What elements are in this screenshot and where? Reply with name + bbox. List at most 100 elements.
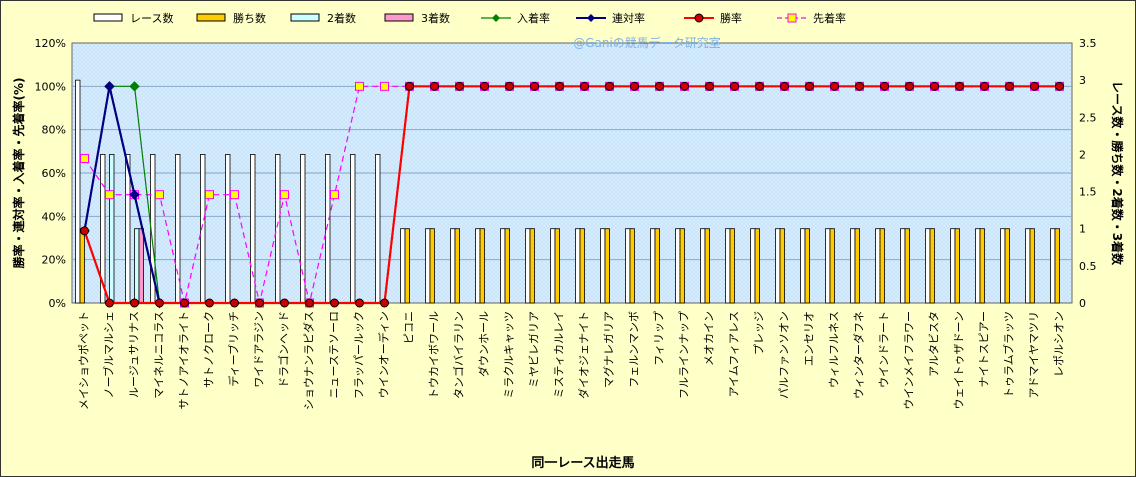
x-tick-label: ミスティカルレイ bbox=[553, 311, 566, 398]
marker-先着率 bbox=[330, 190, 339, 200]
bar-勝ち数 bbox=[804, 228, 810, 304]
bar-レース数 bbox=[800, 228, 806, 304]
marker-勝率 bbox=[80, 226, 89, 236]
x-tick-label: ディーブリッチ bbox=[227, 311, 241, 387]
marker-勝率 bbox=[805, 81, 814, 91]
line-連対率 bbox=[83, 86, 161, 304]
x-tick-label: サトノクローク bbox=[203, 311, 216, 388]
bar-3着数 bbox=[138, 228, 144, 304]
bar-レース数 bbox=[1000, 228, 1006, 304]
marker-勝率 bbox=[605, 81, 614, 91]
axes: 0% 20% 40% 60% 80% 100% 120% 0 0.5 1 1.5 2 2.5 3 3.5 メイ… bbox=[35, 37, 1097, 410]
marker-勝率 bbox=[530, 81, 539, 91]
bar-レース数 bbox=[550, 228, 556, 304]
marker-勝率 bbox=[905, 81, 914, 91]
x-tick-label: アルタビスタ bbox=[928, 311, 941, 377]
marker-勝率 bbox=[680, 81, 689, 91]
y-tick-label-left: 80% bbox=[42, 124, 66, 137]
bar-レース数 bbox=[100, 154, 106, 304]
bar-勝ち数 bbox=[654, 228, 660, 304]
legend-label: レース数 bbox=[130, 12, 173, 25]
legend-label: 勝率 bbox=[720, 11, 742, 25]
x-tick-label: フラッパールック bbox=[353, 311, 366, 399]
legend-marker-連対率 bbox=[587, 14, 595, 22]
legend-label: 連対率 bbox=[612, 11, 645, 25]
marker-勝率 bbox=[930, 81, 939, 91]
legend-label: 勝ち数 bbox=[233, 11, 266, 25]
legend-label: 2着数 bbox=[327, 11, 356, 25]
bar-レース数 bbox=[525, 228, 531, 304]
marker-勝率 bbox=[580, 81, 589, 91]
x-tick-label: メイショウポペット bbox=[78, 311, 91, 410]
marker-勝率 bbox=[1005, 81, 1014, 91]
x-tick-label: マグナレガリア bbox=[602, 311, 616, 388]
x-axis-title: 同一レース出走馬 bbox=[531, 455, 634, 471]
marker-先着率 bbox=[230, 190, 239, 200]
bar-レース数 bbox=[625, 228, 631, 304]
bar-レース数 bbox=[925, 228, 931, 304]
y-tick-label-right: 3 bbox=[1079, 74, 1086, 87]
y-tick-label-left: 0% bbox=[49, 297, 66, 310]
marker-勝率 bbox=[105, 298, 114, 308]
bar-勝ち数 bbox=[904, 228, 910, 304]
y-tick-label-right: 2.5 bbox=[1079, 111, 1097, 124]
bar-レース数 bbox=[750, 228, 756, 304]
marker-入着率 bbox=[129, 81, 140, 92]
marker-勝率 bbox=[830, 81, 839, 91]
marker-勝率 bbox=[155, 298, 164, 308]
marker-勝率 bbox=[630, 81, 639, 91]
bar-レース数 bbox=[375, 154, 381, 304]
marker-勝率 bbox=[355, 298, 364, 308]
bar-勝ち数 bbox=[404, 228, 410, 304]
marker-勝率 bbox=[280, 298, 289, 308]
bar-勝ち数 bbox=[754, 228, 760, 304]
bar-レース数 bbox=[900, 228, 906, 304]
x-tick-label: アドマイヤマツリ bbox=[1028, 311, 1041, 399]
marker-勝率 bbox=[305, 298, 314, 308]
bar-レース数 bbox=[875, 228, 881, 304]
bar-勝ち数 bbox=[1004, 228, 1010, 304]
marker-勝率 bbox=[130, 298, 139, 308]
bar-レース数 bbox=[950, 228, 956, 304]
legend-swatch-勝ち数 bbox=[196, 13, 226, 22]
bar-勝ち数 bbox=[779, 228, 785, 304]
bar-勝ち数 bbox=[979, 228, 985, 304]
legend-label: 入着率 bbox=[517, 11, 550, 25]
marker-勝率 bbox=[230, 298, 239, 308]
x-tick-label: プレッジ bbox=[753, 311, 766, 355]
x-tick-label: ルージュサリナス bbox=[128, 311, 141, 398]
bar-勝ち数 bbox=[429, 228, 435, 304]
y-tick-label-right: 3.5 bbox=[1079, 37, 1097, 50]
x-tick-label: タンゴバイラリン bbox=[452, 311, 466, 399]
bar-勝ち数 bbox=[954, 228, 960, 304]
marker-勝率 bbox=[180, 298, 189, 308]
marker-先着率 bbox=[280, 190, 289, 200]
marker-先着率 bbox=[80, 153, 89, 163]
bar-勝ち数 bbox=[479, 228, 485, 304]
bar-レース数 bbox=[450, 228, 456, 304]
x-tick-label: マイネルニコラス bbox=[153, 311, 166, 399]
bar-勝ち数 bbox=[629, 228, 635, 304]
marker-勝率 bbox=[205, 298, 214, 308]
bar-レース数 bbox=[350, 154, 356, 304]
y-tick-label-right: 0.5 bbox=[1079, 260, 1097, 273]
bar-勝ち数 bbox=[604, 228, 610, 304]
marker-勝率 bbox=[455, 81, 464, 91]
x-tick-label: エンセリオ bbox=[803, 311, 816, 366]
bar-レース数 bbox=[400, 228, 406, 304]
y-tick-label-right: 1.5 bbox=[1079, 186, 1097, 199]
bar-勝ち数 bbox=[829, 228, 835, 304]
marker-勝率 bbox=[555, 81, 564, 91]
bar-勝ち数 bbox=[79, 228, 85, 304]
x-tick-label: ダウンホール bbox=[477, 311, 491, 377]
x-tick-label: トウカイボワール bbox=[428, 311, 441, 399]
bar-レース数 bbox=[500, 228, 506, 304]
legend-swatch-2着数 bbox=[290, 13, 320, 22]
marker-勝率 bbox=[1055, 81, 1064, 91]
bar-勝ち数 bbox=[1054, 228, 1060, 304]
bar-レース数 bbox=[775, 228, 781, 304]
bar-レース数 bbox=[1025, 228, 1031, 304]
legend-marker-勝率 bbox=[694, 13, 704, 23]
bar-レース数 bbox=[825, 228, 831, 304]
